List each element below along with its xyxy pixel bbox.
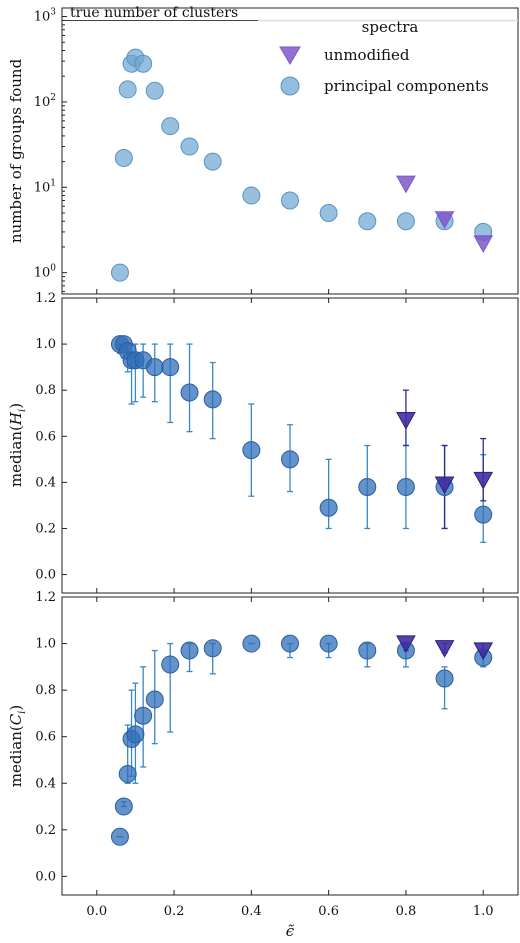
point-principal-components <box>358 212 377 231</box>
point-principal-components <box>203 152 222 171</box>
point-principal-components <box>110 263 129 282</box>
x-tick-label: 0.8 <box>396 904 417 919</box>
point-principal-components <box>145 690 164 709</box>
y-tick-label: 0.4 <box>35 776 56 791</box>
y-tick-label: 0.6 <box>35 730 56 745</box>
point-unmodified <box>473 235 494 254</box>
legend-title: spectra <box>362 18 419 36</box>
point-principal-components <box>435 669 454 688</box>
x-tick-label: 1.0 <box>473 904 494 919</box>
point-unmodified <box>396 175 416 194</box>
point-principal-components <box>396 212 415 231</box>
point-principal-components <box>242 634 261 653</box>
y-tick-label: 0.0 <box>35 869 56 884</box>
middle-panel-frame <box>61 297 519 594</box>
point-principal-components <box>110 827 129 846</box>
point-principal-components <box>145 81 164 100</box>
top-y-axis-label: number of groups found <box>7 58 25 243</box>
point-unmodified <box>396 411 416 430</box>
point-unmodified <box>473 642 494 661</box>
point-unmodified <box>434 476 455 495</box>
point-principal-components <box>145 358 164 377</box>
y-tick-label: 1.0 <box>35 637 56 652</box>
point-principal-components <box>180 641 199 660</box>
point-principal-components <box>281 450 299 469</box>
bottom-panel-frame <box>61 596 519 896</box>
x-tick-label: 0.0 <box>86 904 107 919</box>
chart-marks: 0.0 0.2 0.4 0.6 0.8 1.0 100 101 102 103 0.0 0.2 0.4 0… <box>34 8 494 919</box>
x-axis-label: ϵ̃ <box>286 922 295 940</box>
point-principal-components <box>161 117 180 136</box>
point-principal-components <box>126 725 145 744</box>
y-tick-label: 1.2 <box>35 590 56 605</box>
point-principal-components <box>203 390 222 409</box>
y-tick-label: 0.2 <box>35 521 56 536</box>
point-principal-components <box>281 634 299 653</box>
legend: spectra unmodified principal components <box>279 18 489 96</box>
point-principal-components <box>358 641 377 660</box>
point-principal-components <box>396 477 415 496</box>
point-principal-components <box>134 54 153 73</box>
point-principal-components <box>242 441 261 460</box>
y-tick-label: 102 <box>34 93 56 110</box>
y-tick-label: 101 <box>34 178 56 195</box>
point-unmodified <box>434 211 455 230</box>
point-principal-components <box>281 191 299 210</box>
point-principal-components <box>319 203 338 222</box>
y-tick-label: 0.0 <box>35 568 56 583</box>
point-unmodified <box>473 471 494 490</box>
y-tick-label: 1.0 <box>35 337 56 352</box>
top-panel-frame <box>61 7 519 295</box>
point-principal-components <box>114 797 133 816</box>
point-unmodified <box>434 640 455 658</box>
bottom-y-axis-label: median(Ci) <box>7 705 28 788</box>
x-tick-label: 0.4 <box>241 904 262 919</box>
y-tick-label: 1.2 <box>35 291 56 306</box>
point-principal-components <box>118 764 137 783</box>
point-principal-components <box>161 358 180 377</box>
point-principal-components <box>203 639 222 658</box>
legend-label-unmodified: unmodified <box>324 46 410 64</box>
point-principal-components <box>319 498 338 517</box>
y-tick-label: 0.2 <box>35 823 56 838</box>
x-tick-label: 0.6 <box>318 904 339 919</box>
point-principal-components <box>134 706 153 725</box>
y-tick-label: 0.8 <box>35 683 56 698</box>
legend-marker-unmodified <box>279 46 301 65</box>
x-tick-label: 0.2 <box>164 904 185 919</box>
point-principal-components <box>242 186 261 205</box>
point-principal-components <box>118 80 137 99</box>
legend-marker-principal-components <box>280 76 300 96</box>
point-principal-components <box>161 655 180 674</box>
y-tick-label: 100 <box>34 264 57 281</box>
y-tick-label: 0.4 <box>35 475 56 490</box>
reference-line-group: true number of clusters <box>62 5 518 22</box>
point-unmodified <box>396 635 416 654</box>
middle-y-axis-label: median(Hi) <box>7 403 28 487</box>
point-principal-components <box>319 634 338 653</box>
point-principal-components <box>474 505 493 524</box>
y-tick-label: 0.8 <box>35 383 56 398</box>
point-principal-components <box>114 149 133 168</box>
legend-label-principal-components: principal components <box>324 77 489 95</box>
y-tick-label: 0.6 <box>35 429 56 444</box>
y-tick-label: 103 <box>34 8 57 25</box>
reference-line-label: true number of clusters <box>70 5 238 21</box>
point-principal-components <box>180 383 199 402</box>
point-principal-components <box>358 477 377 496</box>
point-principal-components <box>180 137 199 156</box>
